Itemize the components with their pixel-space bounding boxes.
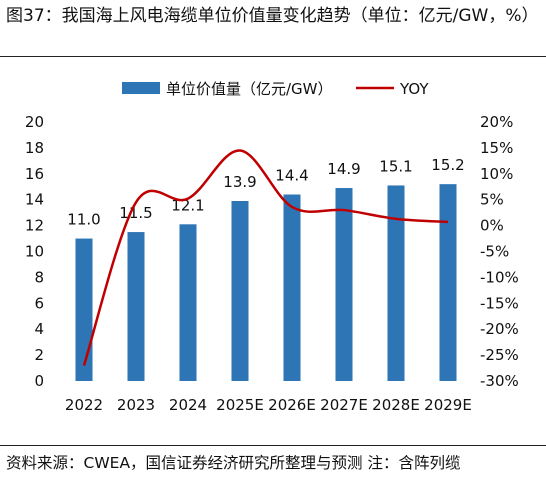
legend: 单位价值量（亿元/GW） YOY xyxy=(122,80,429,98)
right-axis-tick-label: 5% xyxy=(480,191,504,209)
figure-title: 图37：我国海上风电海缆单位价值量变化趋势（单位：亿元/GW，%） xyxy=(6,6,539,26)
left-axis-tick-label: 2 xyxy=(34,346,44,364)
x-axis-tick-label: 2027E xyxy=(320,396,368,414)
left-axis-tick-label: 20 xyxy=(25,113,44,131)
x-axis: 2022 2023 2024 2025E 2026E 2027E 2028E 2029E xyxy=(65,396,472,414)
x-axis-tick-label: 2022 xyxy=(65,396,103,414)
left-axis-tick-label: 12 xyxy=(25,217,44,235)
right-axis-tick-label: 20% xyxy=(480,113,513,131)
bar xyxy=(283,194,301,381)
right-axis-tick-label: -5% xyxy=(480,243,509,261)
right-axis-tick-label: -25% xyxy=(480,346,519,364)
left-axis-tick-label: 4 xyxy=(34,320,44,338)
bar-data-label: 14.9 xyxy=(327,160,360,178)
left-axis-tick-label: 10 xyxy=(25,243,44,261)
x-axis-tick-label: 2024 xyxy=(169,396,207,414)
bar xyxy=(439,184,457,381)
bar-series xyxy=(75,184,457,381)
yoy-line xyxy=(82,149,449,366)
bar-data-label: 11.0 xyxy=(67,211,100,229)
left-axis-tick-label: 8 xyxy=(34,268,44,286)
bar xyxy=(75,238,93,381)
x-axis-tick-label: 2025E xyxy=(216,396,264,414)
left-axis: 0 2 4 6 8 10 12 14 16 18 20 xyxy=(25,113,44,390)
bar-data-label: 13.9 xyxy=(223,173,256,191)
bar xyxy=(179,224,197,381)
yoy-line-series xyxy=(82,149,449,366)
right-axis-tick-label: 15% xyxy=(480,139,513,157)
left-axis-tick-label: 14 xyxy=(25,191,44,209)
right-axis: -30% -25% -20% -15% -10% -5% 0% 5% 10% 15% 20% xyxy=(480,113,519,390)
legend-line-label: YOY xyxy=(399,80,429,98)
x-axis-tick-label: 2029E xyxy=(424,396,472,414)
bar-data-label: 15.1 xyxy=(379,157,412,175)
bar xyxy=(387,185,405,381)
source-note: 资料来源：CWEA，国信证券经济研究所整理与预测 注：含阵列缆 xyxy=(6,454,461,472)
right-axis-tick-label: 0% xyxy=(480,217,504,235)
right-axis-tick-label: -10% xyxy=(480,268,519,286)
chart: 单位价值量（亿元/GW） YOY 0 2 4 6 8 10 12 14 16 18 20 -30% -2… xyxy=(25,80,519,414)
left-axis-tick-label: 18 xyxy=(25,139,44,157)
right-axis-tick-label: -20% xyxy=(480,320,519,338)
left-axis-tick-label: 0 xyxy=(34,372,44,390)
right-axis-tick-label: -15% xyxy=(480,294,519,312)
left-axis-tick-label: 6 xyxy=(34,294,44,312)
x-axis-tick-label: 2028E xyxy=(372,396,420,414)
title-divider xyxy=(0,56,546,57)
bar xyxy=(127,232,145,381)
left-axis-tick-label: 16 xyxy=(25,165,44,183)
bar-data-label: 15.2 xyxy=(431,156,464,174)
bar-data-label: 11.5 xyxy=(119,204,152,222)
right-axis-tick-label: 10% xyxy=(480,165,513,183)
bar xyxy=(335,188,353,381)
source-divider xyxy=(0,445,546,446)
x-axis-tick-label: 2026E xyxy=(268,396,316,414)
x-axis-tick-label: 2023 xyxy=(117,396,155,414)
legend-bar-label: 单位价值量（亿元/GW） xyxy=(166,80,333,98)
right-axis-tick-label: -30% xyxy=(480,372,519,390)
bar-data-label: 14.4 xyxy=(275,167,308,185)
legend-bar-swatch xyxy=(122,82,160,94)
bar xyxy=(231,200,249,381)
bar-data-labels: 11.0 11.5 12.113.9 14.4 14.9 15.1 15.2 xyxy=(67,156,464,228)
